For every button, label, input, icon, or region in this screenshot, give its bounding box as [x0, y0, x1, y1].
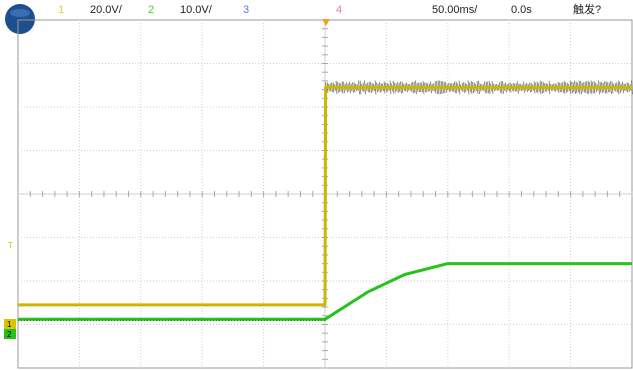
channel-1-number[interactable]: 1	[58, 4, 65, 16]
channel-1-marker-label: 1	[7, 320, 12, 329]
waveform-traces	[18, 80, 633, 321]
time-delay[interactable]: 0.0s	[511, 4, 532, 16]
scope-header-bar: 1 20.0V/ 2 10.0V/ 3 4 50.00ms/ 0.0s 触发?	[0, 0, 633, 34]
channel-2-waveform	[18, 262, 632, 321]
trigger-status[interactable]: 触发?	[573, 4, 602, 16]
trigger-level-marker[interactable]: T	[8, 241, 13, 250]
channel-3-number[interactable]: 3	[243, 4, 250, 16]
channel-2-scale[interactable]: 10.0V/	[180, 4, 212, 16]
channel-markers: T 1 2	[4, 19, 330, 339]
trigger-position-marker[interactable]	[322, 19, 330, 26]
channel-2-marker-label: 2	[7, 330, 12, 339]
channel-1-waveform	[18, 85, 632, 307]
timebase-scale[interactable]: 50.00ms/	[432, 4, 478, 16]
scope-logo-icon	[5, 4, 35, 34]
graticule-grid	[17, 19, 633, 369]
channel-2-number[interactable]: 2	[148, 4, 155, 16]
channel-1-scale[interactable]: 20.0V/	[90, 4, 122, 16]
channel-4-number[interactable]: 4	[336, 4, 343, 16]
channel-1-marker[interactable]	[4, 319, 16, 329]
channel-2-marker[interactable]	[4, 329, 16, 339]
